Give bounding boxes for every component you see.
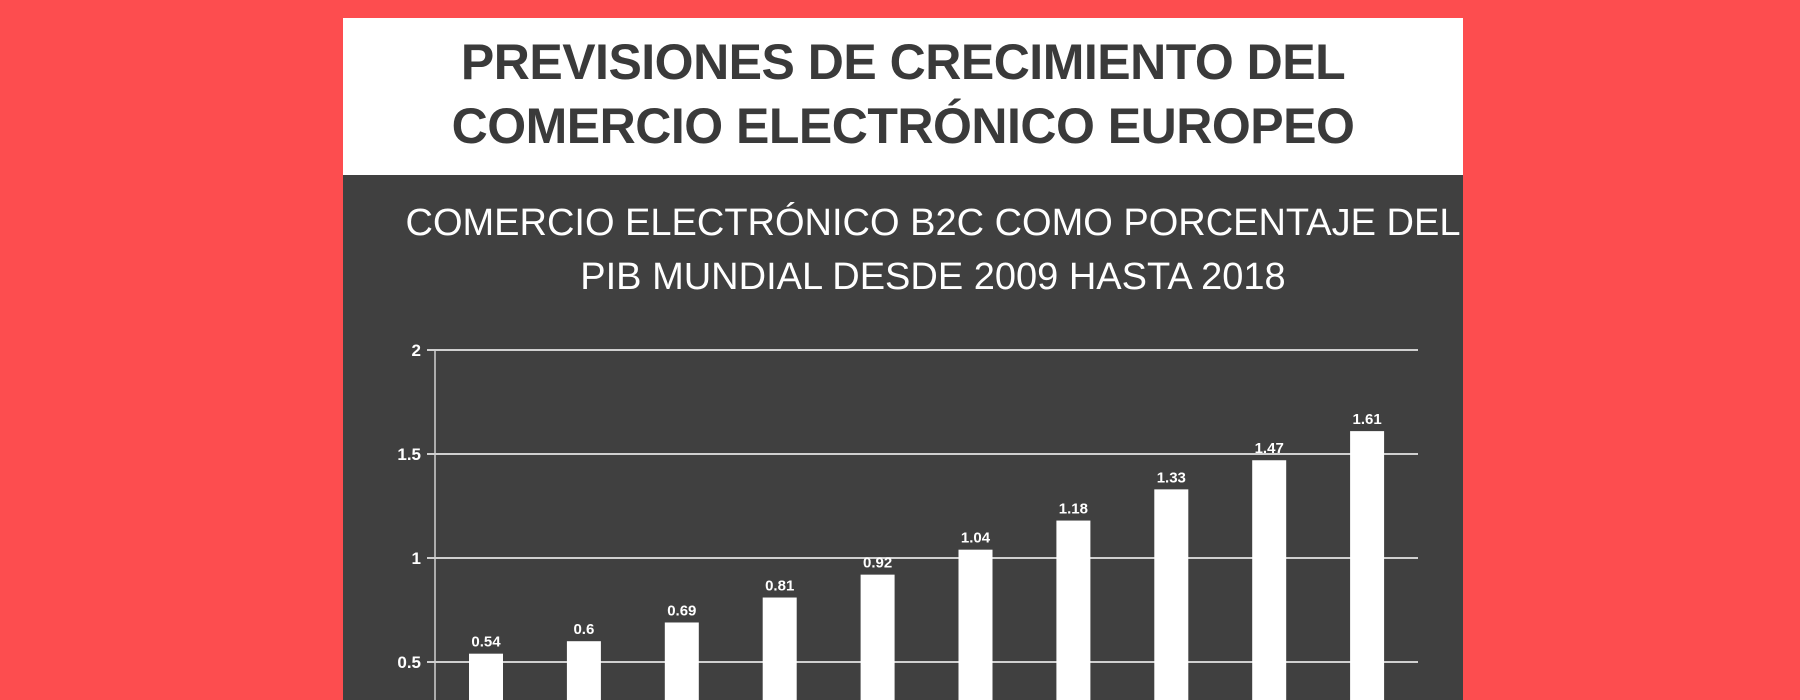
data-label: 1.04	[961, 530, 991, 547]
bar	[1056, 520, 1091, 700]
bar	[1252, 460, 1287, 700]
bar	[664, 622, 699, 700]
y-tick-label: 1.5	[397, 445, 421, 464]
data-label: 0.92	[863, 555, 892, 572]
data-label: 1.47	[1255, 440, 1284, 457]
data-label: 0.6	[573, 621, 594, 638]
y-tick-label: 2	[412, 341, 421, 360]
bar	[469, 653, 503, 700]
data-label: 0.69	[667, 602, 696, 619]
data-label: 0.81	[765, 578, 794, 595]
bar	[958, 549, 993, 700]
data-label: 0.54	[471, 634, 501, 651]
page-title-line1: PREVISIONES DE CRECIMIENTO DEL	[460, 34, 1346, 90]
data-label: 1.61	[1352, 411, 1381, 428]
chart-title: COMERCIO ELECTRÓNICO B2C COMO PORCENTAJE…	[403, 196, 1463, 304]
y-tick-label: 1	[412, 549, 421, 568]
infographic-card: PREVISIONES DE CRECIMIENTO DEL COMERCIO …	[343, 18, 1463, 700]
bar	[860, 574, 895, 700]
data-label: 1.18	[1059, 501, 1088, 518]
data-label: 1.33	[1157, 469, 1186, 486]
page-title-line2: COMERCIO ELECTRÓNICO EUROPEO	[451, 98, 1355, 154]
chart-title-line1: COMERCIO ELECTRÓNICO B2C COMO PORCENTAJE…	[405, 202, 1461, 244]
bar	[566, 641, 601, 700]
y-tick-label: 0.5	[397, 653, 421, 672]
bar	[1154, 489, 1189, 700]
header: PREVISIONES DE CRECIMIENTO DEL COMERCIO …	[343, 18, 1463, 175]
chart-title-line2: PIB MUNDIAL DESDE 2009 HASTA 2018	[580, 256, 1286, 298]
bar	[762, 597, 797, 700]
bar	[1350, 431, 1385, 700]
